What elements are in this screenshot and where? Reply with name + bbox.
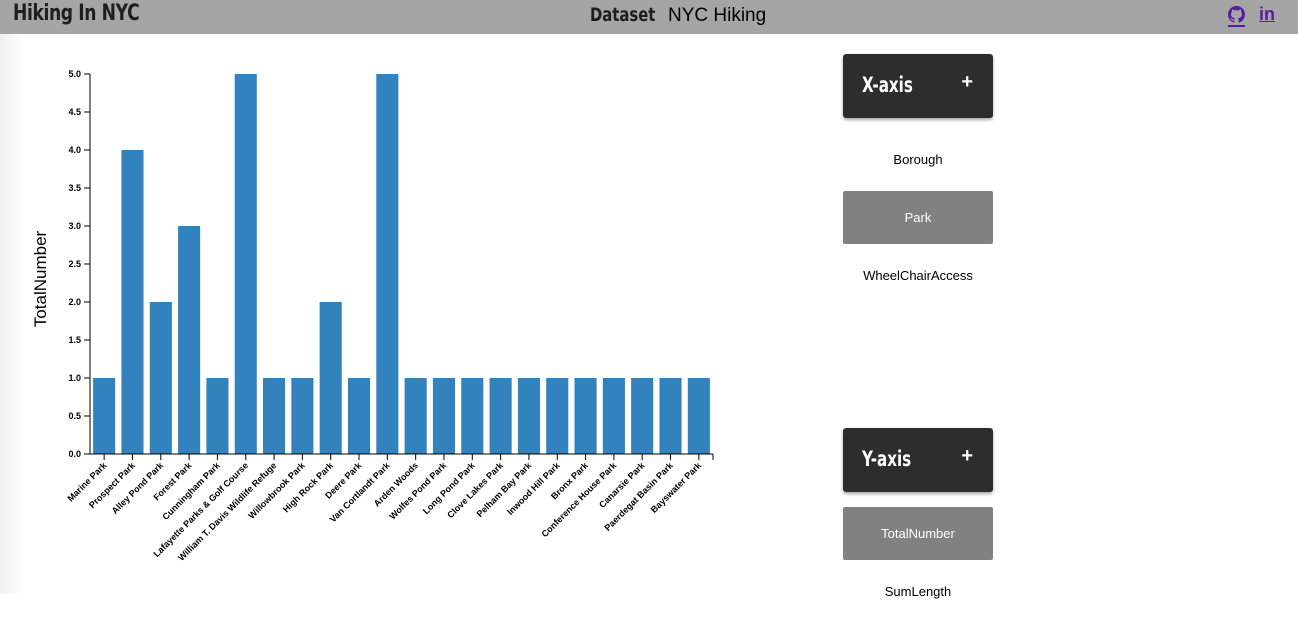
- y-axis-plus-icon: +: [961, 445, 973, 467]
- linkedin-link[interactable]: in: [1259, 4, 1275, 25]
- bar: [687, 378, 710, 454]
- bar: [206, 378, 229, 454]
- top-navbar: Hiking In NYC Dataset NYC Hiking in: [0, 0, 1298, 34]
- github-link[interactable]: [1228, 6, 1248, 28]
- bar: [461, 378, 484, 454]
- x-tick-label: Bayswater Park: [649, 460, 704, 515]
- bar: [432, 378, 456, 454]
- dataset-value: NYC Hiking: [668, 5, 767, 26]
- bar: [121, 150, 144, 454]
- y-tick-label: 1.0: [68, 373, 81, 383]
- bar: [631, 378, 654, 454]
- y-axis-button[interactable]: Y-axis +: [843, 428, 993, 492]
- bar: [517, 378, 540, 454]
- bar: [404, 378, 427, 454]
- x-tick-label: Long Pond Park: [421, 460, 478, 517]
- bar: [234, 74, 257, 454]
- y-option-totalnumber[interactable]: TotalNumber: [843, 507, 993, 560]
- y-tick-label: 3.0: [68, 221, 81, 231]
- y-tick-label: 5.0: [68, 69, 81, 79]
- bar: [489, 378, 512, 454]
- dataset-label: Dataset: [590, 4, 656, 26]
- bar: [376, 74, 399, 454]
- y-tick-label: 2.0: [68, 297, 81, 307]
- y-tick-label: 4.5: [68, 107, 81, 117]
- x-axis-button[interactable]: X-axis +: [843, 54, 993, 118]
- bar: [93, 378, 116, 454]
- x-tick-label: Alley Pond Park: [110, 460, 166, 516]
- bar: [602, 378, 625, 454]
- y-tick-label: 0.0: [68, 449, 81, 459]
- github-link-underline: [1228, 25, 1245, 27]
- bar: [574, 378, 597, 454]
- y-tick-label: 0.5: [68, 411, 81, 421]
- bar: [178, 226, 201, 454]
- y-axis-title: Y-axis: [862, 447, 912, 471]
- github-icon: [1228, 6, 1248, 23]
- x-axis-title: X-axis: [862, 73, 913, 97]
- y-option-sumlength[interactable]: SumLength: [884, 584, 952, 599]
- bar: [546, 378, 569, 454]
- y-axis-label: TotalNumber: [31, 230, 50, 327]
- bar-chart: TotalNumber 0.0 0.5 1.0 1.5 2.0 2.5 3.0 3.5 4.0 4…: [31, 69, 714, 563]
- y-tick-label: 4.0: [68, 145, 81, 155]
- x-option-park[interactable]: Park: [843, 191, 993, 244]
- y-axis: 0.0 0.5 1.0 1.5 2.0 2.5 3.0 3.5 4.0 4.5 5.0: [68, 69, 91, 459]
- bar: [319, 302, 342, 454]
- linkedin-icon: in: [1259, 4, 1275, 24]
- bar: [149, 302, 172, 454]
- x-option-wheelchairaccess[interactable]: WheelChairAccess: [863, 268, 973, 283]
- y-tick-label: 1.5: [68, 335, 81, 345]
- x-option-borough[interactable]: Borough: [893, 152, 943, 167]
- bars-group: [93, 74, 710, 454]
- bar: [659, 378, 682, 454]
- left-edge-shadow: [0, 34, 24, 594]
- bar: [347, 378, 371, 454]
- bar: [263, 378, 286, 454]
- y-tick-label: 2.5: [68, 259, 81, 269]
- x-tick-label: High Rock Park: [281, 460, 336, 515]
- app-title: Hiking In NYC: [13, 1, 140, 26]
- bar: [291, 378, 314, 454]
- y-tick-label: 3.5: [68, 183, 81, 193]
- x-axis-plus-icon: +: [961, 71, 973, 93]
